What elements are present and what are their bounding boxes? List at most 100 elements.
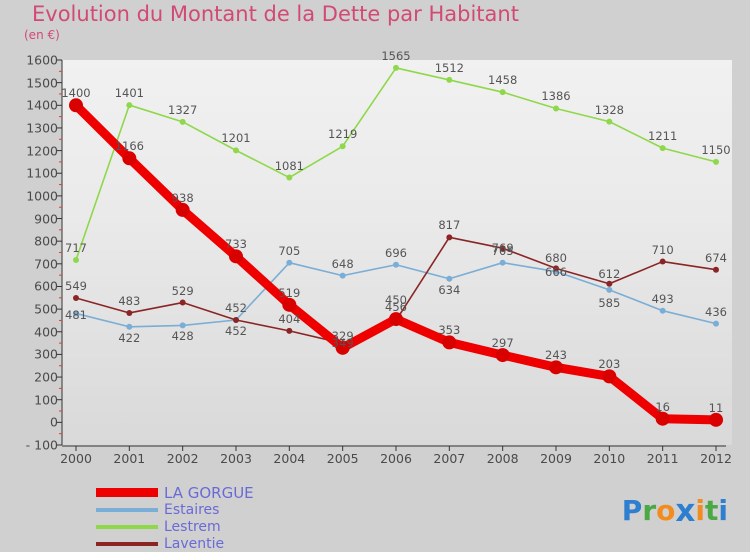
legend-item-lestrem[interactable]: Lestrem [96,518,254,535]
y-axis-tick-label: 1200 [26,143,58,159]
x-axis-tick-label: 2012 [700,451,732,466]
legend-item-laventie[interactable]: Laventie [96,535,254,552]
data-point [659,307,666,314]
logo-letter: P [621,494,643,527]
legend-label: Laventie [164,535,225,552]
logo-letter: t [705,494,719,527]
data-point [659,258,666,265]
x-axis-tick-label: 2008 [486,451,519,466]
data-point [606,286,613,293]
x-axis-tick-label: 2007 [433,451,466,466]
data-point [446,275,453,282]
data-point [339,272,346,279]
data-point [179,299,186,306]
line-chart-svg [69,64,723,427]
data-point [286,174,293,181]
data-point [553,105,559,112]
data-point [442,335,457,350]
y-axis-tick-label: 1300 [26,120,58,136]
data-point [233,147,239,154]
data-point [282,297,297,312]
legend-label: Estaires [164,501,220,518]
data-point [126,102,133,109]
data-point [446,234,453,241]
data-point [499,89,506,96]
x-axis-tick-label: 2000 [60,451,92,466]
y-axis-labels: 1600 1500 1400 1300 1200 1100 1000 900 800 700 600… [0,53,58,453]
legend-item-la-gorgue[interactable]: LA GORGUE [96,483,254,502]
data-point [499,259,506,266]
y-axis-tick-label: 1100 [26,165,58,181]
legend-item-estaires[interactable]: Estaires [96,501,254,518]
page-title: Evolution du Montant de la Dette par Hab… [32,2,519,26]
data-point [286,327,293,334]
legend-color-swatch [96,524,158,529]
data-point [549,360,563,375]
y-axis-tick-label: 400 [34,324,58,340]
x-axis-tick-label: 2010 [593,451,626,466]
logo-letter: r [642,494,657,527]
data-point [393,261,399,268]
x-axis-tick-label: 2006 [380,451,412,466]
logo-letter: o [656,494,676,527]
data-point [73,310,79,317]
y-axis-tick-label: - 100 [25,437,58,453]
x-axis-tick-label: 2009 [540,451,572,466]
y-axis-tick-label: 800 [34,233,58,249]
data-point [713,158,719,165]
x-axis-tick-label: 2004 [273,451,306,466]
y-axis-tick-label: 1000 [26,188,58,204]
data-point [602,369,617,384]
legend-label: Lestrem [164,518,221,535]
y-axis-tick-label: 500 [34,301,58,317]
y-axis-tick-label: 700 [34,256,58,272]
data-point [73,295,79,302]
data-point [69,98,83,113]
data-point [73,256,79,263]
x-axis-tick-label: 2002 [166,451,199,466]
data-point [286,259,293,266]
chart-plot-area [62,60,732,445]
logo-letter: i [695,494,705,527]
data-point [606,118,613,125]
y-axis-tick-label: 1600 [26,52,58,68]
data-point [179,118,186,125]
data-point [229,249,243,264]
data-point [122,151,137,166]
data-point [126,323,133,330]
proxiti-logo: Proxiti [621,492,728,529]
chart-unit-label: (en €) [24,28,60,42]
data-point [233,316,239,323]
chart-legend: LA GORGUE Estaires Lestrem Laventie [96,484,254,552]
y-axis-tick-label: 1500 [26,75,58,91]
x-axis-tick-label: 2001 [113,451,146,466]
data-point [175,202,190,217]
y-axis-tick-label: 0 [50,414,58,430]
y-axis-tick-label: 200 [34,369,58,385]
y-axis-tick-label: 900 [34,211,58,227]
data-point [553,265,559,272]
logo-letter: i [718,494,728,527]
data-point [495,348,510,363]
legend-label: LA GORGUE [164,483,254,502]
data-point [655,411,670,426]
y-axis-tick-label: 300 [34,346,58,362]
legend-color-swatch [96,541,158,546]
x-axis-tick-label: 2011 [646,451,679,466]
data-point [659,145,666,152]
data-point [446,76,453,83]
y-axis-tick-label: 600 [34,278,58,294]
data-point [713,320,719,327]
x-axis-tick-label: 2005 [326,451,359,466]
legend-color-swatch [96,507,158,512]
x-axis-tick-label: 2003 [220,451,252,466]
data-point [339,143,346,150]
legend-color-swatch [96,488,158,497]
data-point [709,412,723,427]
data-point [606,280,613,287]
data-point [179,322,186,329]
data-point [335,340,350,355]
logo-letter: x [675,493,696,529]
y-axis-tick-label: 100 [34,392,58,408]
data-point [499,245,506,252]
